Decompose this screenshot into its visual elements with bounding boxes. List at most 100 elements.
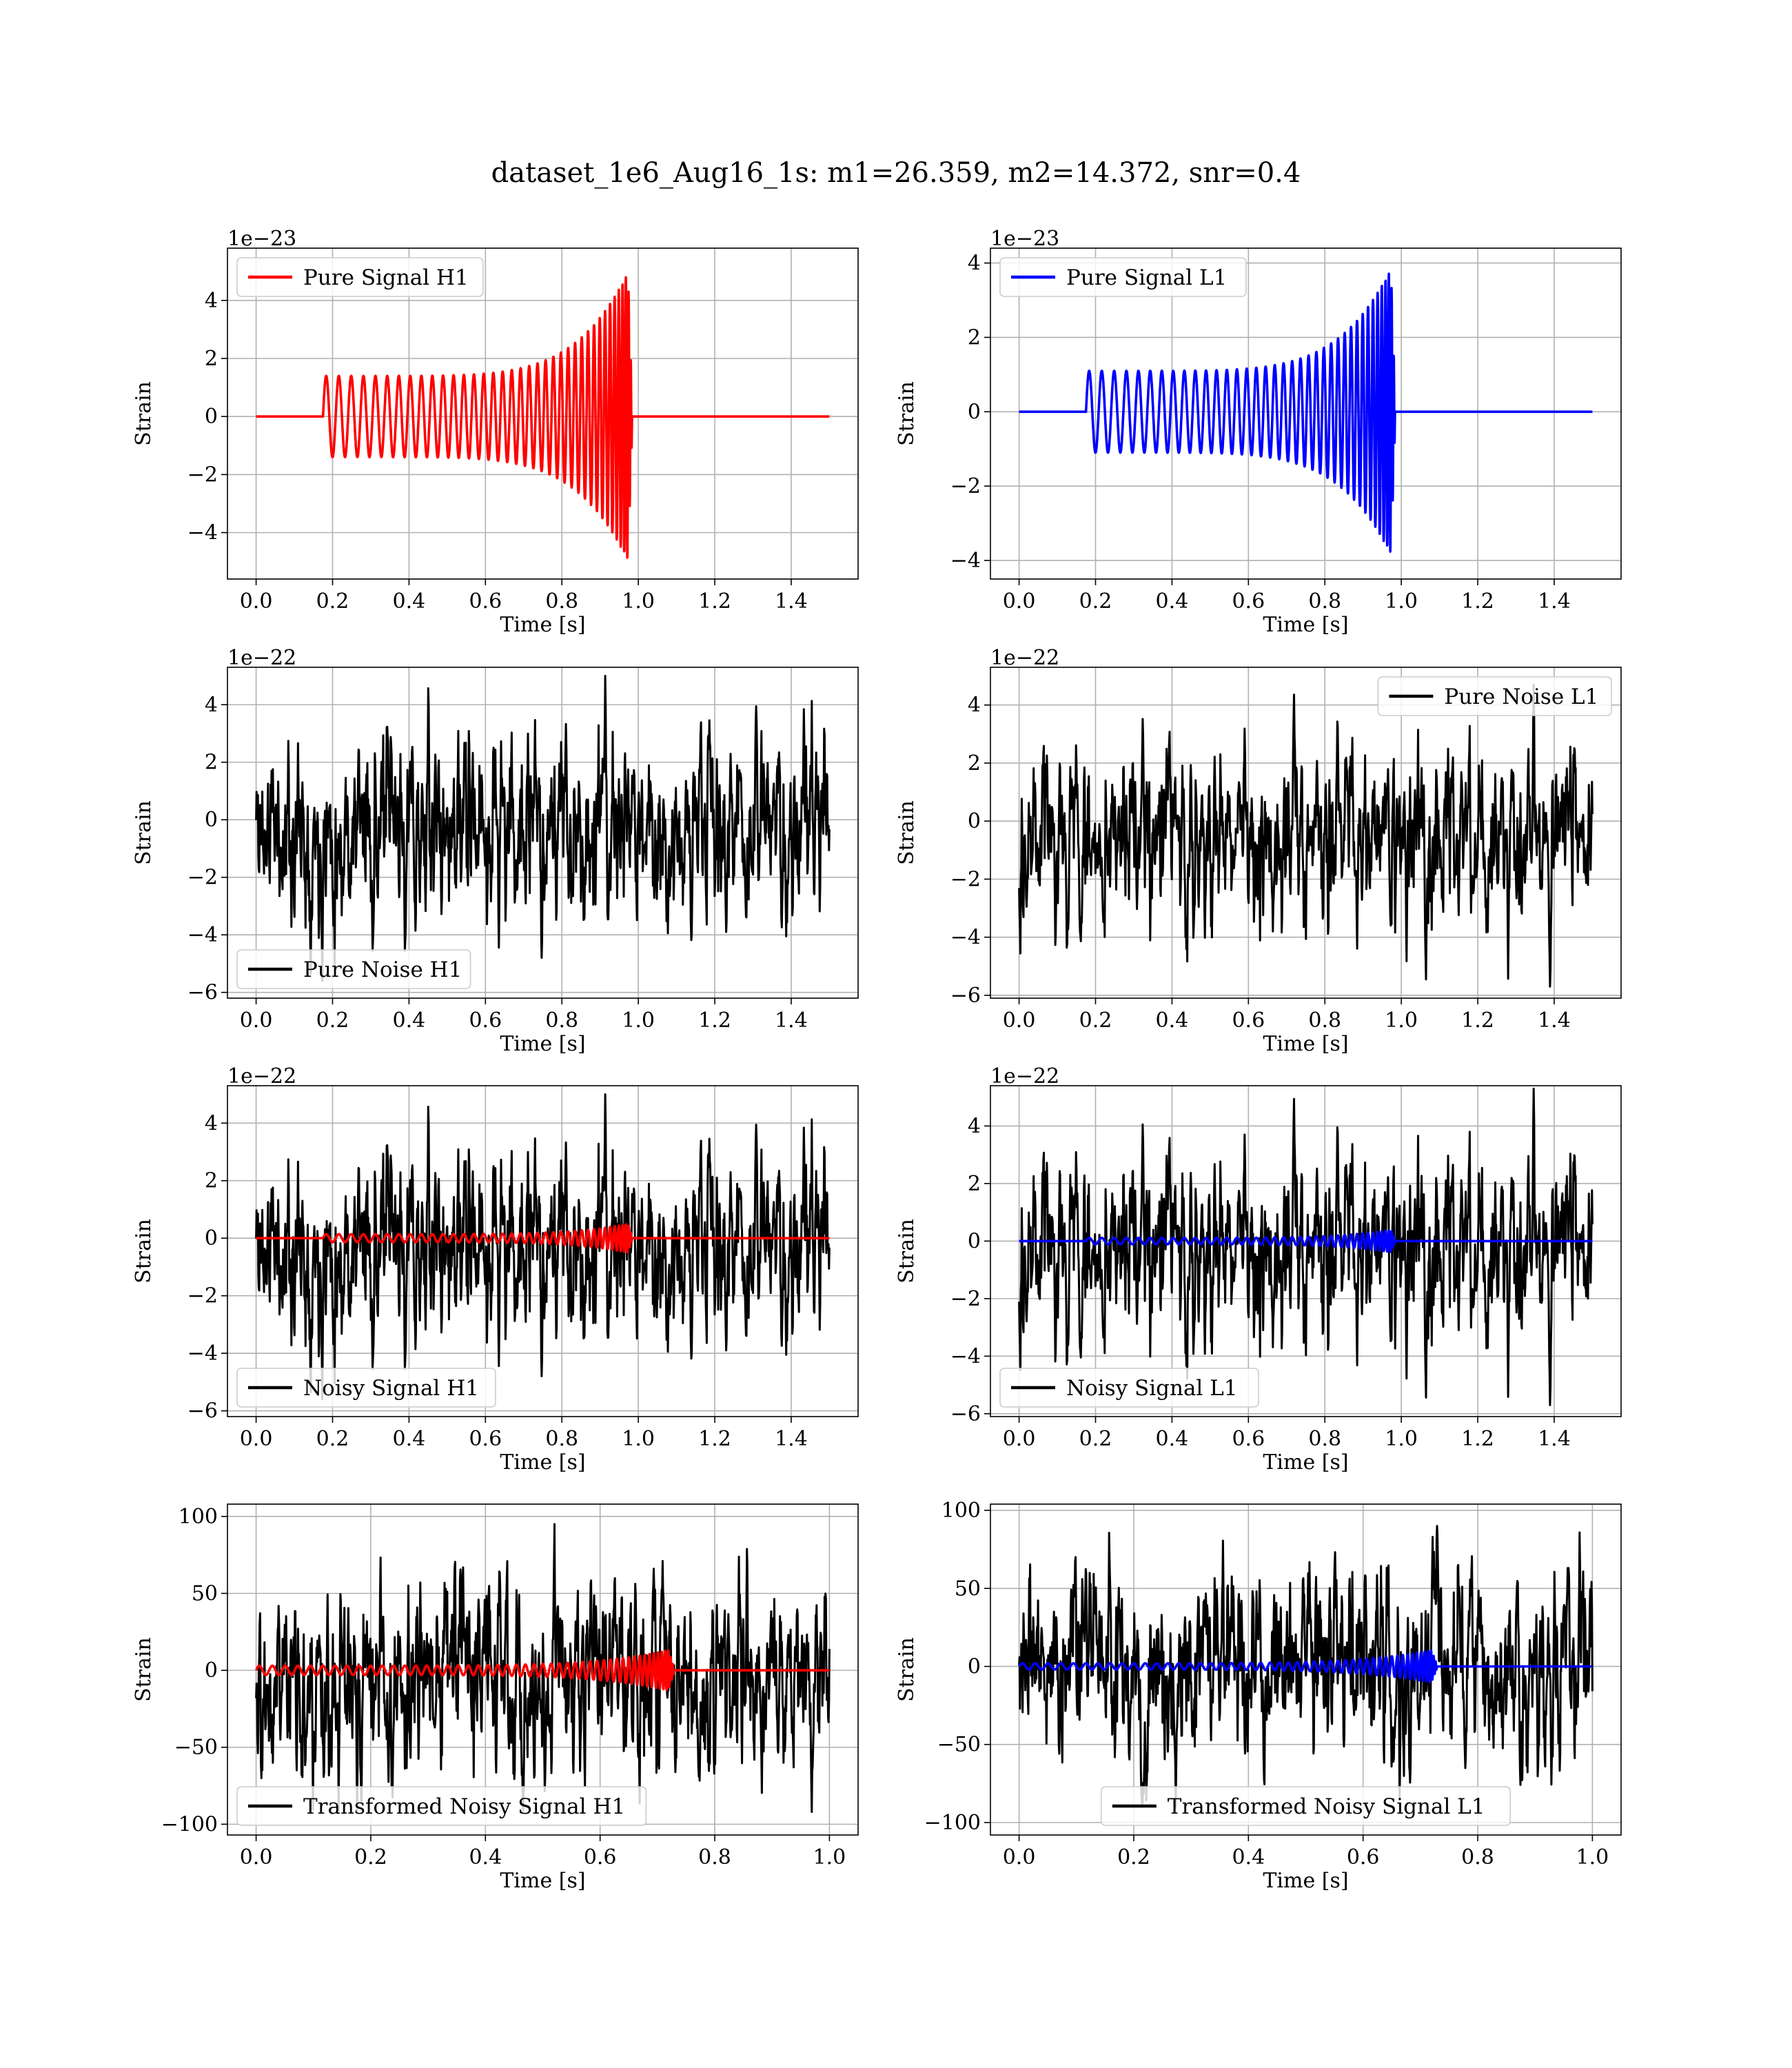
x-tick-label: 0.8 bbox=[1308, 1427, 1341, 1451]
x-tick-label: 0.2 bbox=[316, 589, 349, 614]
x-tick-label: 0.8 bbox=[1308, 589, 1341, 614]
x-tick-label: 0.0 bbox=[1003, 589, 1036, 614]
y-tick-label: −4 bbox=[950, 549, 981, 573]
y-tick-label: 100 bbox=[179, 1505, 218, 1529]
y-tick-label: 0 bbox=[205, 808, 218, 832]
x-axis-label: Time [s] bbox=[1263, 1032, 1348, 1056]
x-tick-label: 1.0 bbox=[622, 589, 655, 614]
x-tick-label: 1.2 bbox=[1461, 589, 1494, 614]
x-tick-label: 0.6 bbox=[1232, 1427, 1265, 1451]
plot-area bbox=[1018, 272, 1594, 553]
x-tick-label: 0.2 bbox=[1079, 1008, 1112, 1033]
legend: Pure Signal L1 bbox=[999, 257, 1247, 297]
axis-offset-text: 1e−23 bbox=[990, 227, 1059, 251]
series-line-transformed-signal-h1 bbox=[254, 1649, 831, 1692]
x-tick-label: 0.8 bbox=[698, 1845, 731, 1869]
y-tick-label: −2 bbox=[187, 866, 218, 890]
series-line-noisy-signal-h1 bbox=[255, 1093, 831, 1401]
y-tick-label: 0 bbox=[968, 1229, 981, 1253]
legend-label: Pure Noise H1 bbox=[303, 957, 462, 982]
x-tick-label: 1.2 bbox=[698, 589, 731, 614]
y-axis-label: Strain bbox=[895, 1219, 919, 1284]
y-tick-label: −100 bbox=[924, 1811, 981, 1835]
plot-area bbox=[255, 1093, 831, 1401]
x-axis-label: Time [s] bbox=[1263, 1869, 1348, 1893]
y-tick-label: −4 bbox=[187, 923, 218, 947]
y-tick-label: −100 bbox=[161, 1812, 218, 1836]
y-tick-label: 4 bbox=[205, 1111, 218, 1135]
x-tick-label: 0.0 bbox=[240, 1008, 273, 1033]
axes-frame bbox=[227, 1085, 859, 1417]
x-tick-label: 0.8 bbox=[1308, 1008, 1341, 1033]
y-tick-label: 4 bbox=[968, 252, 981, 276]
axis-offset-text: 1e−22 bbox=[990, 1064, 1059, 1088]
plot-area bbox=[1018, 683, 1594, 988]
x-tick-label: 0.4 bbox=[469, 1845, 502, 1869]
x-axis-label: Time [s] bbox=[1263, 613, 1348, 637]
y-tick-label: 2 bbox=[205, 1169, 218, 1193]
y-tick-label: 50 bbox=[192, 1581, 218, 1605]
x-tick-label: 0.8 bbox=[545, 1008, 578, 1033]
x-tick-label: 1.0 bbox=[1385, 1427, 1418, 1451]
x-tick-label: 1.0 bbox=[813, 1845, 846, 1869]
y-tick-label: 0 bbox=[205, 405, 218, 429]
x-tick-label: 1.2 bbox=[698, 1427, 731, 1451]
x-tick-label: 1.2 bbox=[1461, 1427, 1494, 1451]
y-tick-label: −6 bbox=[187, 981, 218, 1005]
y-tick-label: −2 bbox=[950, 867, 981, 891]
panel-transformed-noisy-signal-l1: 0.0 0.2 0.4 0.6 0.8 1.0 −100 −50 0 50 100 Time [s] S… bbox=[894, 1487, 1687, 1893]
x-tick-label: 0.0 bbox=[1003, 1845, 1036, 1869]
legend-label: Pure Noise L1 bbox=[1444, 685, 1598, 709]
plot-area bbox=[254, 1523, 831, 1813]
x-tick-label: 1.2 bbox=[1461, 1008, 1494, 1033]
legend-label: Pure Signal H1 bbox=[303, 265, 469, 290]
axes-frame bbox=[227, 667, 859, 999]
y-tick-label: 0 bbox=[968, 1654, 981, 1679]
axes-frame bbox=[990, 247, 1622, 580]
series-line-transformed-noisy-signal-l1 bbox=[1018, 1525, 1594, 1808]
chart-transformed-noisy-signal-h1: 0.0 0.2 0.4 0.6 0.8 1.0 −100 −50 0 50 100 Time [s] S… bbox=[132, 1503, 859, 1893]
x-tick-label: 1.0 bbox=[622, 1427, 655, 1451]
x-tick-label: 1.4 bbox=[1538, 1427, 1571, 1451]
x-tick-label: 0.6 bbox=[584, 1845, 617, 1869]
y-tick-label: 2 bbox=[968, 751, 981, 776]
x-tick-label: 0.4 bbox=[1232, 1845, 1265, 1869]
axis-offset-text: 1e−22 bbox=[227, 646, 296, 670]
y-tick-label: 2 bbox=[205, 347, 218, 371]
legend-label: Noisy Signal L1 bbox=[1066, 1376, 1238, 1401]
axis-offset-text: 1e−23 bbox=[227, 227, 296, 251]
axes-frame bbox=[227, 247, 859, 580]
legend-label: Transformed Noisy Signal H1 bbox=[303, 1794, 625, 1819]
x-tick-label: 1.0 bbox=[1385, 1008, 1418, 1033]
y-tick-label: −2 bbox=[950, 1287, 981, 1311]
x-tick-label: 0.6 bbox=[469, 589, 502, 614]
axis-offset-text: 1e−22 bbox=[227, 1064, 296, 1088]
legend: Pure Signal H1 bbox=[236, 257, 484, 297]
y-tick-label: 2 bbox=[205, 751, 218, 775]
x-tick-label: 1.0 bbox=[622, 1008, 655, 1033]
x-tick-label: 0.8 bbox=[1461, 1845, 1494, 1869]
y-tick-label: 2 bbox=[968, 325, 981, 349]
legend: Pure Noise H1 bbox=[236, 949, 471, 989]
x-tick-label: 1.4 bbox=[775, 589, 808, 614]
legend-label: Pure Signal L1 bbox=[1066, 265, 1227, 290]
x-tick-label: 0.2 bbox=[1117, 1845, 1150, 1869]
legend: Pure Noise L1 bbox=[1377, 676, 1612, 716]
legend: Noisy Signal H1 bbox=[236, 1368, 496, 1408]
y-tick-label: −4 bbox=[950, 1344, 981, 1368]
chart-pure-noise-l1: 0.0 0.2 0.4 0.6 0.8 1.0 1.2 1.4 −6 −4 −2 0 2 4 Time [s… bbox=[895, 646, 1622, 1056]
x-tick-label: 0.6 bbox=[1347, 1845, 1380, 1869]
x-tick-label: 0.0 bbox=[1003, 1008, 1036, 1033]
y-axis-label: Strain bbox=[895, 800, 919, 865]
y-tick-label: −50 bbox=[937, 1733, 981, 1757]
axes-frame bbox=[990, 1503, 1622, 1836]
x-axis-label: Time [s] bbox=[500, 1450, 585, 1474]
panel-pure-noise-h1: 0.0 0.2 0.4 0.6 0.8 1.0 1.2 1.4 −6 −4 −2 0 2 4 Time [s… bbox=[132, 646, 958, 1056]
y-tick-label: −4 bbox=[950, 926, 981, 950]
panel-pure-noise-l1: 0.0 0.2 0.4 0.6 0.8 1.0 1.2 1.4 −6 −4 −2 0 2 4 Time [s… bbox=[895, 646, 1721, 1056]
y-tick-label: 4 bbox=[968, 1114, 981, 1138]
figure-title: dataset_1e6_Aug16_1s: m1=26.359, m2=14.3… bbox=[491, 157, 1301, 189]
series-line-noisy-signal-l1 bbox=[1018, 1087, 1594, 1406]
axes-frame bbox=[227, 1503, 859, 1836]
y-tick-label: 4 bbox=[968, 693, 981, 718]
